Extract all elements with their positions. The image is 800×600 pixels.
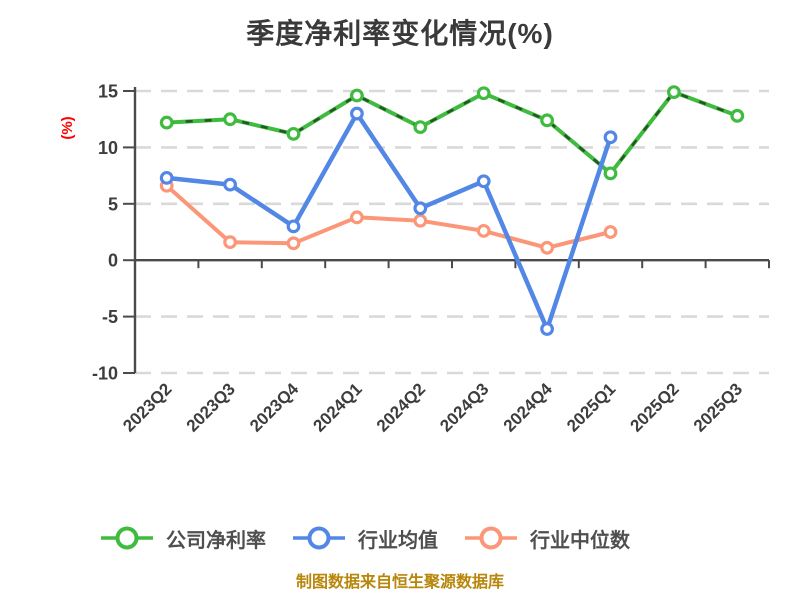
legend-label-company-net-margin: 公司净利率 [166,529,266,552]
data-point-marker [413,201,428,216]
data-point-marker [603,225,618,239]
svg-text:15: 15 [98,82,118,102]
series-company-net-margin [159,85,745,181]
data-point-marker [476,174,491,189]
legend-item-industry-median: 行业中位数 [464,524,630,553]
legend-marker-industry-median-icon [465,526,517,550]
legend-label-industry-median: 行业中位数 [530,529,630,552]
legend-item-industry-mean: 行业均值 [292,524,438,553]
data-point-marker [667,85,681,100]
data-point-marker [350,106,364,121]
svg-text:10: 10 [98,138,118,158]
svg-text:2024Q3: 2024Q3 [436,379,492,435]
svg-text:2025Q2: 2025Q2 [627,379,683,435]
chart-legend: 公司净利率 行业均值 行业中位数 [0,518,800,558]
data-point-marker [159,170,174,185]
data-point-marker [286,219,301,234]
data-point-marker [603,130,618,145]
svg-text:2023Q3: 2023Q3 [183,379,239,435]
legend-marker-industry-mean-icon [293,526,345,550]
svg-text:5: 5 [108,194,118,214]
data-point-marker [223,177,238,192]
data-point-marker [413,213,428,228]
svg-text:2024Q1: 2024Q1 [310,379,366,435]
data-point-marker [540,240,554,255]
y-gridlines [135,89,769,375]
y-axis-unit-label: (%) [59,116,76,139]
svg-text:0: 0 [108,251,118,271]
data-point-marker [730,108,745,123]
svg-text:2024Q4: 2024Q4 [500,379,557,436]
data-point-marker [350,210,364,225]
data-point-marker [540,113,554,128]
svg-text:-10: -10 [92,364,118,384]
data-point-marker [350,88,364,103]
data-point-marker [476,223,491,238]
x-axis [135,259,770,269]
x-tick-labels: 2023Q2 2023Q3 2023Q4 2024Q1 2024Q2 2024Q3 2024… [119,379,746,436]
svg-text:2025Q3: 2025Q3 [690,379,746,435]
legend-item-company-net-margin: 公司净利率 [100,524,266,553]
svg-text:2023Q2: 2023Q2 [119,379,175,435]
legend-marker-company-net-margin-icon [101,526,153,550]
data-source-note: 制图数据来自恒生聚源数据库 [295,574,504,591]
svg-text:-5: -5 [102,307,118,327]
data-point-marker [159,115,174,130]
y-axis: 15 10 5 0 -5 -10 [92,82,137,384]
data-point-marker [286,126,301,141]
data-point-marker [286,236,301,251]
series-industry-mean [159,106,618,336]
legend-label-industry-mean: 行业均值 [358,529,438,552]
svg-text:2025Q1: 2025Q1 [563,379,619,435]
data-point-marker [223,235,238,250]
svg-text:2023Q4: 2023Q4 [246,379,303,436]
chart-title: 季度净利率变化情况(%) [246,18,554,49]
data-point-marker [223,112,238,127]
data-point-marker [413,120,428,134]
data-point-marker [540,322,554,336]
data-point-marker [603,166,618,181]
series-industry-median [159,178,618,255]
svg-text:2024Q2: 2024Q2 [373,379,429,435]
data-point-marker [476,86,491,101]
